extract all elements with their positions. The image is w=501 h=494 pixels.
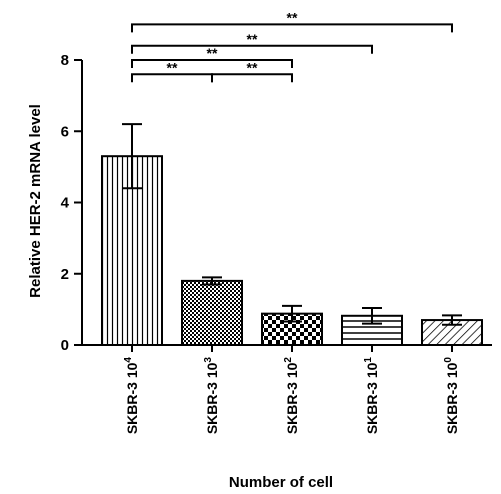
significance-bracket: ** (211, 59, 293, 83)
y-tick-label: 2 (61, 266, 69, 283)
error-bar (442, 314, 462, 326)
significance-label: ** (247, 31, 258, 47)
x-tick-label: SKBR-3 102 (283, 357, 300, 435)
x-tick-label: SKBR-3 104 (123, 357, 140, 435)
y-tick-label: 6 (61, 123, 69, 140)
y-tick-label: 4 (61, 195, 70, 212)
error-bars (122, 123, 462, 326)
significance-bracket: ** (131, 45, 293, 68)
x-tick-label: SKBR-3 101 (363, 357, 380, 435)
significance-label: ** (167, 59, 178, 75)
significance-label: ** (287, 9, 298, 25)
y-axis: 0 2 4 6 8 (61, 52, 83, 354)
significance-bracket: ** (131, 31, 373, 54)
x-tick-label: SKBR-3 103 (203, 357, 220, 435)
y-tick-label: 0 (61, 337, 69, 354)
significance-label: ** (207, 45, 218, 61)
error-bar (202, 276, 222, 286)
y-axis-title: Relative HER-2 mRNA level (27, 104, 44, 298)
bar (181, 279, 243, 346)
x-tick-labels: SKBR-3 104 SKBR-3 103 SKBR-3 102 SKBR-3 101… (123, 357, 460, 435)
x-tick-label: SKBR-3 100 (443, 357, 460, 435)
significance-bracket: ** (131, 9, 453, 33)
error-bar (122, 123, 142, 190)
y-tick-label: 8 (61, 52, 69, 69)
significance-brackets: ** ** ** ** ** (131, 9, 453, 83)
significance-label: ** (247, 59, 258, 75)
error-bar (362, 306, 382, 325)
error-bar (282, 304, 302, 323)
x-axis (82, 344, 492, 352)
significance-bracket: ** (131, 59, 213, 83)
x-axis-title: Number of cell (229, 474, 333, 491)
